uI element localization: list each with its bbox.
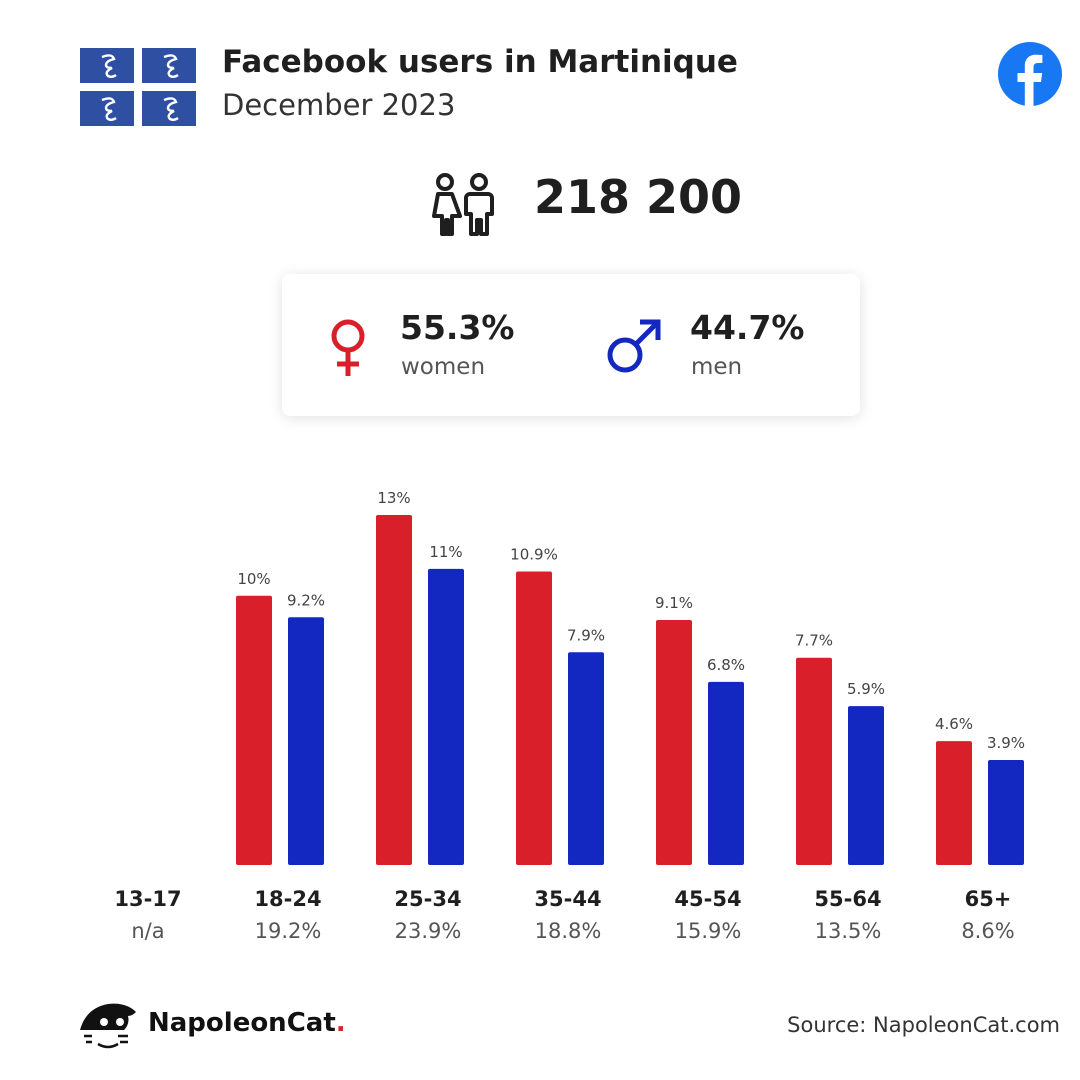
bar-women-25-34 (376, 515, 412, 865)
data-label-women-45-54: 9.1% (655, 594, 693, 612)
facebook-icon (998, 42, 1062, 106)
bar-women-65+ (936, 741, 972, 865)
data-label-men-35-44: 7.9% (567, 626, 605, 644)
category-total-35-44: 18.8% (535, 919, 602, 943)
x-tick-label-45-54: 45-54 (674, 887, 741, 911)
female-symbol-icon (331, 319, 365, 376)
data-label-men-18-24: 9.2% (287, 591, 325, 609)
people-icon (432, 173, 494, 236)
x-tick-label-25-34: 25-34 (394, 887, 461, 911)
bar-men-45-54 (708, 681, 744, 865)
category-total-18-24: 19.2% (255, 919, 322, 943)
data-label-women-35-44: 10.9% (510, 546, 558, 564)
total-users: 218 200 (534, 170, 743, 224)
bar-women-45-54 (656, 620, 692, 865)
category-total-25-34: 23.9% (395, 919, 462, 943)
x-tick-label-18-24: 18-24 (254, 887, 321, 911)
chart-title: Facebook users in Martinique (222, 44, 738, 80)
data-label-women-18-24: 10% (237, 570, 270, 588)
bar-women-35-44 (516, 571, 552, 865)
gender-card: 55.3% women 44.7% men (282, 274, 860, 416)
bar-men-35-44 (568, 652, 604, 865)
male-symbol-icon (607, 319, 661, 373)
data-label-men-55-64: 5.9% (847, 680, 885, 698)
women-label: women (401, 354, 486, 380)
chart-subtitle: December 2023 (222, 88, 456, 122)
bar-women-55-64 (796, 657, 832, 865)
category-total-65+: 8.6% (961, 919, 1014, 943)
data-label-men-65+: 3.9% (987, 734, 1025, 752)
bar-men-25-34 (428, 568, 464, 865)
x-tick-label-55-64: 55-64 (814, 887, 881, 911)
napoleoncat-logo-icon (80, 1003, 136, 1049)
data-label-women-25-34: 13% (377, 489, 410, 507)
men-percentage: 44.7% (690, 308, 805, 347)
bar-men-65+ (988, 760, 1024, 865)
x-tick-label-13-17: 13-17 (114, 887, 181, 911)
data-label-men-45-54: 6.8% (707, 656, 745, 674)
data-label-women-55-64: 7.7% (795, 632, 833, 650)
x-tick-label-65+: 65+ (965, 887, 1012, 911)
data-label-men-25-34: 11% (429, 543, 462, 561)
brand-name: NapoleonCat. (148, 1008, 346, 1038)
women-percentage: 55.3% (400, 308, 515, 347)
category-total-45-54: 15.9% (675, 919, 742, 943)
bar-men-18-24 (288, 617, 324, 865)
bar-women-18-24 (236, 595, 272, 865)
category-total-13-17: n/a (131, 919, 164, 943)
x-tick-label-35-44: 35-44 (534, 887, 601, 911)
martinique-flag-icon (80, 48, 196, 126)
category-total-55-64: 13.5% (815, 919, 882, 943)
source-note: Source: NapoleonCat.com (787, 1013, 1060, 1037)
men-label: men (691, 354, 743, 380)
data-label-women-65+: 4.6% (935, 715, 973, 733)
age-gender-bar-chart: 13-17 n/a 10% 9.2% 18-24 19.2% 13% 11% 25-34 23.9… (114, 489, 1025, 943)
bar-men-55-64 (848, 706, 884, 865)
